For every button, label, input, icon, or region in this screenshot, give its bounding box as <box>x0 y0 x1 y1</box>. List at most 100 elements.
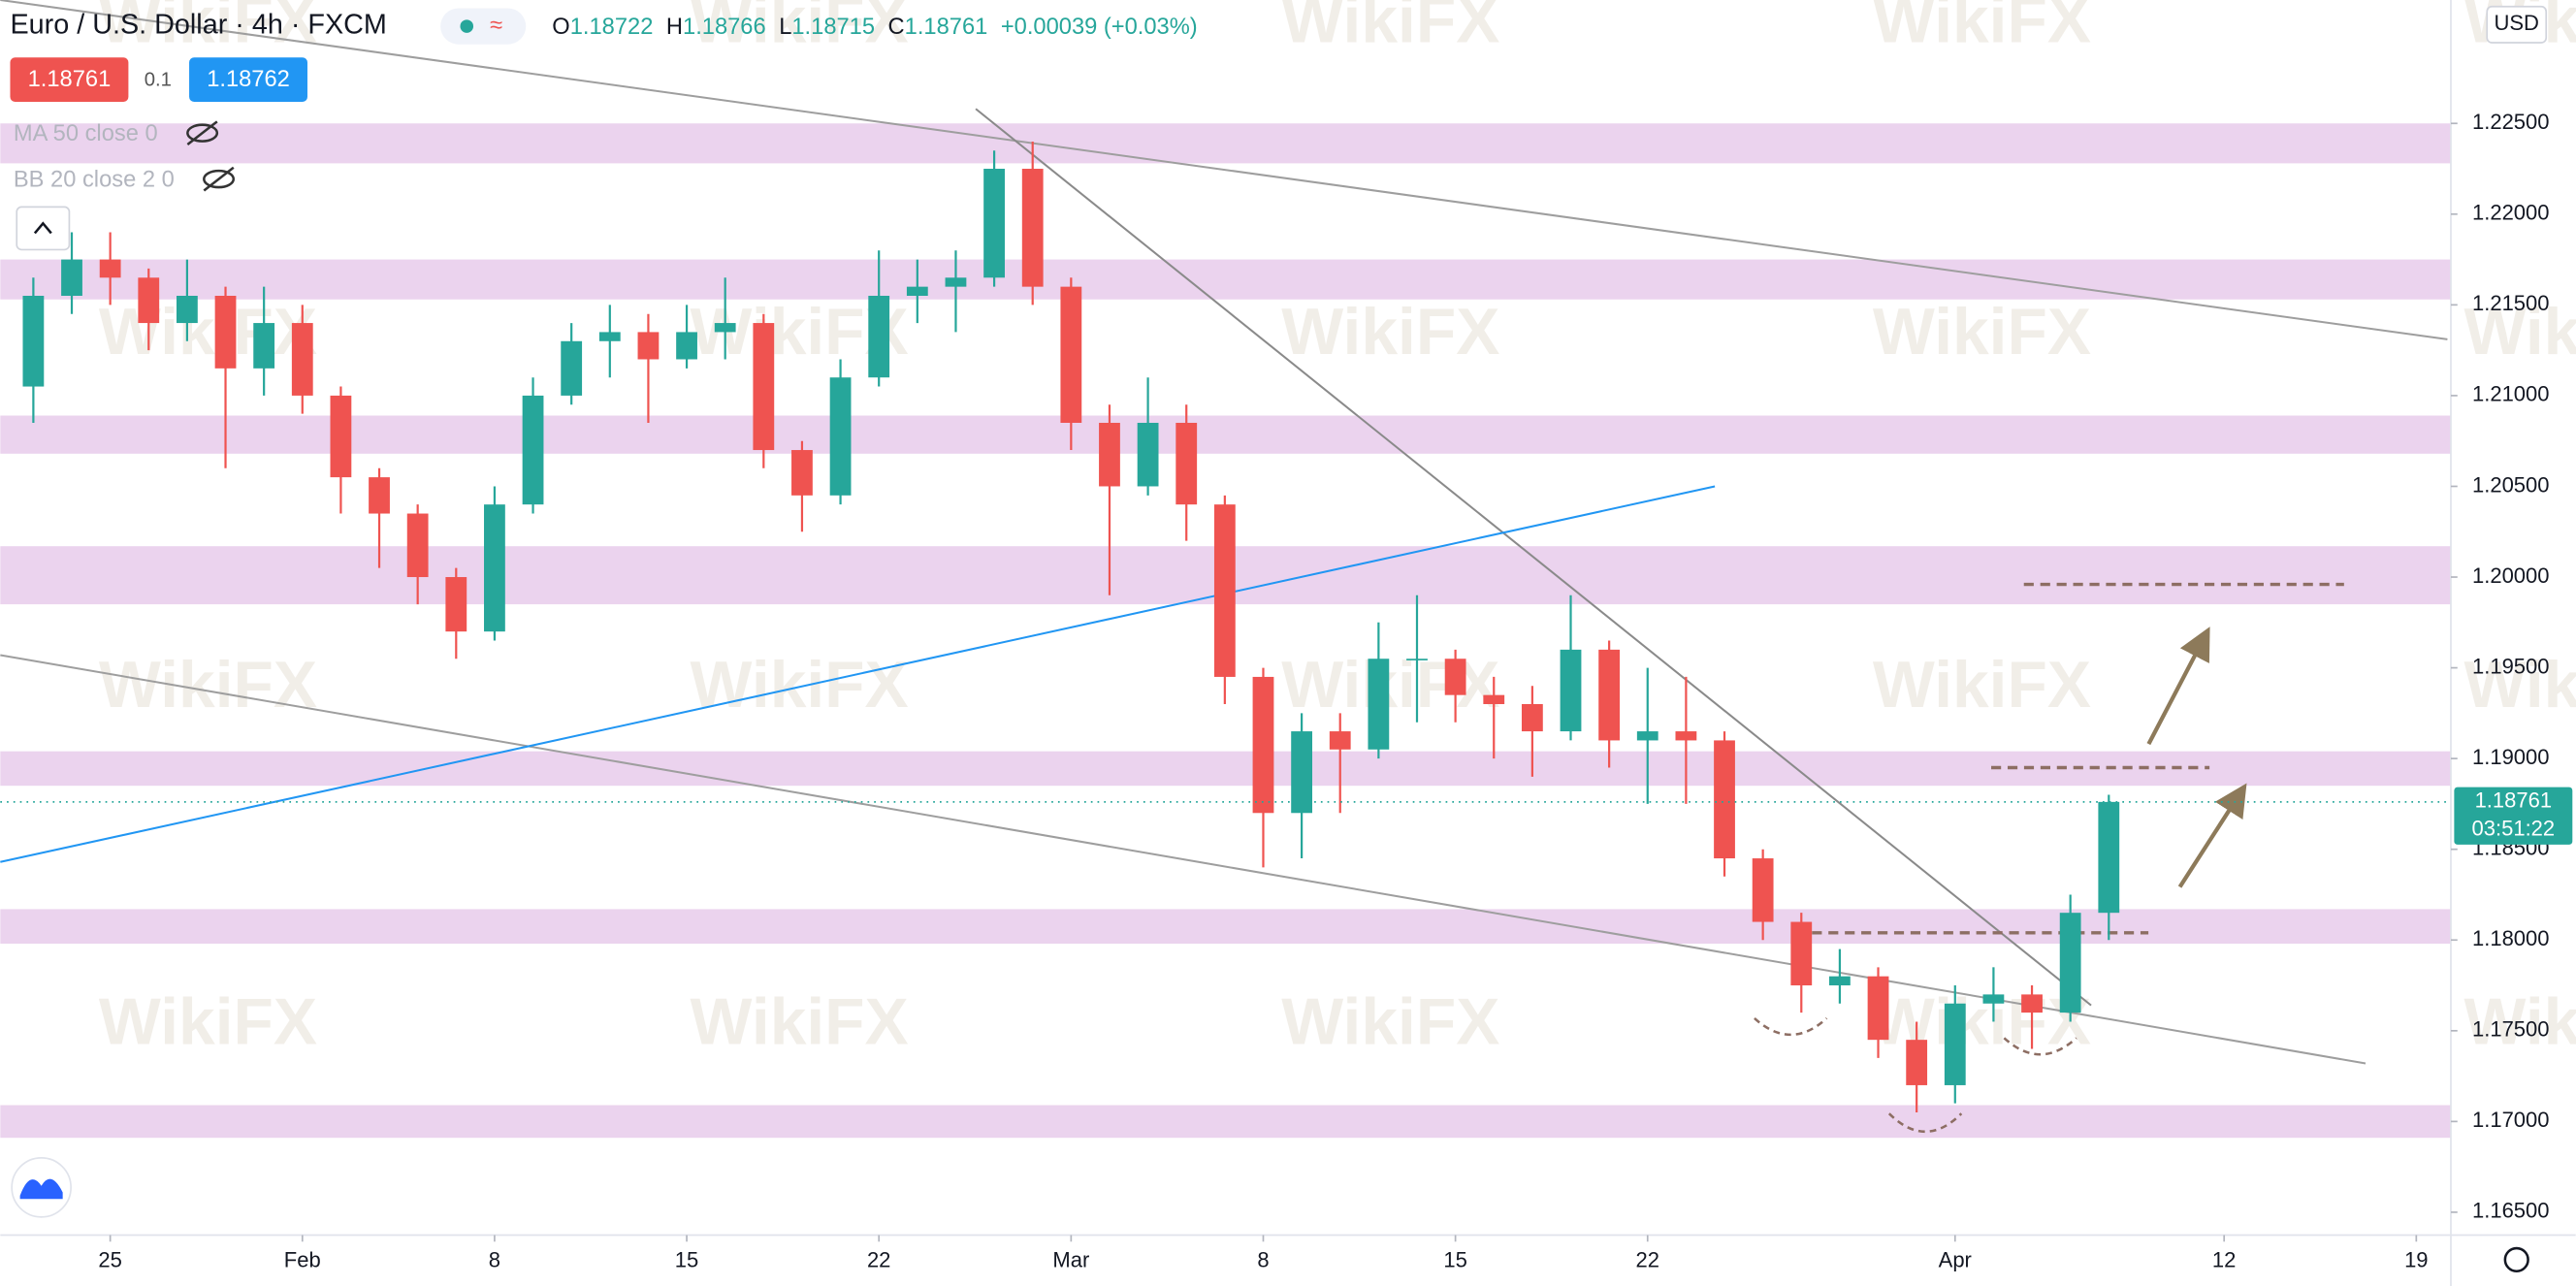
candle-body <box>1867 976 1889 1041</box>
candle-body <box>522 395 544 505</box>
candle-body <box>291 323 313 396</box>
ask-button[interactable] <box>189 57 307 102</box>
hide-icon[interactable] <box>203 166 236 192</box>
candle-body <box>561 340 583 396</box>
candle-body <box>1675 731 1697 741</box>
x-tick-label: 8 <box>1257 1247 1269 1271</box>
currency-button[interactable] <box>2486 5 2548 44</box>
y-tick-label: 1.18000 <box>2472 926 2550 950</box>
candle-body <box>1829 976 1851 986</box>
arrow <box>2146 627 2210 746</box>
watermark: WikiFX <box>1281 296 1499 369</box>
axes: 1.165001.170001.175001.180001.185001.190… <box>0 110 2573 1271</box>
candle-body <box>753 323 775 451</box>
x-tick-label: 12 <box>2212 1247 2236 1271</box>
watermark: WikiFX <box>1281 0 1499 56</box>
candle-body <box>484 504 505 632</box>
watermark: WikiFX <box>2464 296 2576 369</box>
indicator[interactable]: MA 50 close 0 <box>14 121 158 146</box>
x-tick-label: 19 <box>2404 1247 2428 1271</box>
candles <box>22 141 2120 1113</box>
candle-body <box>1175 422 1198 505</box>
candle-body <box>99 259 121 278</box>
candle-body <box>1636 731 1658 741</box>
candle-body <box>177 295 198 324</box>
collapse-button[interactable] <box>16 206 71 251</box>
candle-body <box>253 323 275 369</box>
spread: 0.1 <box>145 69 172 90</box>
bid-button[interactable] <box>10 57 129 102</box>
x-tick-label: 25 <box>98 1247 121 1271</box>
candle-body <box>1137 422 1159 487</box>
y-tick-label: 1.21500 <box>2472 291 2550 315</box>
ohlc-value: 1.18715 <box>791 15 875 40</box>
last-price-box <box>2454 787 2573 845</box>
hide-icon[interactable] <box>186 120 219 146</box>
y-tick-label: 1.19500 <box>2472 654 2550 678</box>
pattern-curve <box>1887 1112 1963 1134</box>
bid: 1.18761 <box>28 67 112 92</box>
ohlc-label: C <box>888 15 905 40</box>
watermark: WikiFX <box>691 985 909 1058</box>
pattern-curve <box>2003 1037 2077 1056</box>
x-tick-label: 22 <box>1636 1247 1659 1271</box>
candle-body <box>214 295 237 369</box>
y-tick-label: 1.22000 <box>2472 201 2550 225</box>
candle-body <box>1790 921 1813 986</box>
status-pill[interactable] <box>440 8 527 45</box>
candle-body <box>369 477 390 514</box>
watermark: WikiFX <box>99 649 317 722</box>
trend-line <box>975 108 2092 1007</box>
candle-body <box>829 377 852 496</box>
candle-body <box>2021 994 2043 1013</box>
ask: 1.18762 <box>207 67 290 92</box>
trend-line <box>0 485 1716 863</box>
indicator[interactable]: BB 20 close 2 0 <box>14 168 175 193</box>
zone <box>0 909 2451 944</box>
watermark: WikiFX <box>99 985 317 1058</box>
y-tick-label: 1.16500 <box>2472 1199 2550 1223</box>
candle-body <box>1444 659 1466 695</box>
candle-body <box>676 332 697 360</box>
candle-body <box>445 577 467 632</box>
candle-body <box>1944 1003 1966 1085</box>
candle-body <box>945 277 967 287</box>
x-tick-label: Feb <box>284 1247 321 1271</box>
y-tick-label: 1.17500 <box>2472 1017 2550 1042</box>
y-tick-label: 1.21000 <box>2472 382 2550 406</box>
last-price-label: 1.18761 <box>2475 788 2553 813</box>
logo <box>19 1178 63 1200</box>
trend-line <box>0 0 2448 340</box>
candle-body <box>637 332 660 360</box>
watermark: WikiFX <box>1873 296 2091 369</box>
candle-body <box>1406 659 1428 660</box>
zone <box>0 259 2451 300</box>
y-tick-label: 1.20500 <box>2472 472 2550 497</box>
candle-body <box>61 259 82 296</box>
y-tick-label: 1.22500 <box>2472 110 2550 134</box>
candle-body <box>1021 169 1044 287</box>
ohlc-label: H <box>666 15 683 40</box>
zone <box>0 123 2451 164</box>
candle-body <box>1483 694 1505 705</box>
candle-body <box>138 277 160 324</box>
ohlc-value: 1.18722 <box>570 15 654 40</box>
candle-body <box>791 450 813 496</box>
y-tick-label: 1.17000 <box>2472 1108 2550 1132</box>
candle-body <box>1291 731 1313 814</box>
candle-body <box>330 395 352 478</box>
candle-body <box>1982 994 2005 1004</box>
candle-body <box>983 169 1005 278</box>
candle-body <box>868 295 890 378</box>
trend-line <box>0 654 2367 1065</box>
x-tick-label: 15 <box>675 1247 698 1271</box>
collapse-icon <box>33 221 52 235</box>
settings-button[interactable] <box>2503 1246 2529 1273</box>
ohlc-label: L <box>779 15 791 40</box>
status-dot <box>460 19 474 33</box>
ohlc-value: 1.18761 <box>905 15 988 40</box>
watermark: WikiFX <box>691 649 909 722</box>
candle-body <box>598 332 621 341</box>
watermark: WikiFX <box>2464 649 2576 722</box>
